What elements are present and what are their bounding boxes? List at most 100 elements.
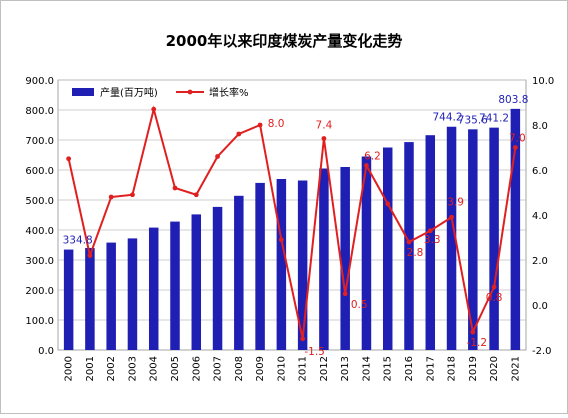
y-left-tick-label: 100.0 <box>25 316 54 327</box>
y-left-tick-label: 700.0 <box>25 136 54 147</box>
y-left-tick-label: 200.0 <box>25 286 54 297</box>
growth-point-2008 <box>236 131 242 137</box>
bar-2006 <box>191 214 202 350</box>
y-right-tick-label: 0.0 <box>532 301 548 312</box>
bar-2021 <box>510 108 521 350</box>
bar-value-label: 741.2 <box>479 113 509 125</box>
y-left-tick-label: 300.0 <box>25 256 54 267</box>
axes: 0.0 100.0 200.0 300.0 400.0 500.0 600.0 700.0 80… <box>25 76 554 381</box>
x-tick-label: 2001 <box>85 356 96 381</box>
x-tick-label: 2012 <box>319 356 330 381</box>
growth-value-label: 0.8 <box>486 292 503 304</box>
growth-point-2016 <box>406 239 412 245</box>
x-tick-label: 2005 <box>170 356 181 381</box>
x-tick-label: 2020 <box>489 356 500 381</box>
bar-series <box>63 108 521 351</box>
x-tick-label: 2014 <box>361 356 372 381</box>
bar-2012 <box>319 168 329 350</box>
x-tick-label: 2013 <box>340 356 351 381</box>
growth-value-label: 3.3 <box>424 234 441 246</box>
y-left-tick-label: 800.0 <box>25 106 54 117</box>
growth-point-2013 <box>342 291 348 297</box>
growth-value-label: 2.8 <box>407 247 424 259</box>
growth-value-label: 6.2 <box>364 151 381 163</box>
bar-2004 <box>148 227 159 350</box>
growth-point-2004 <box>151 106 157 112</box>
growth-point-2020 <box>491 284 497 290</box>
legend: 产量(百万吨) 增长率% <box>72 86 249 99</box>
bar-2016 <box>404 142 414 350</box>
x-tick-label: 2019 <box>468 356 479 381</box>
legend-label-output: 产量(百万吨) <box>100 86 158 99</box>
growth-point-2005 <box>172 185 178 191</box>
x-tick-label: 2000 <box>64 356 75 381</box>
bar-2015 <box>382 147 393 350</box>
x-tick-label: 2007 <box>213 356 224 381</box>
growth-value-label: 0.5 <box>351 299 368 311</box>
bar-2008 <box>234 195 244 350</box>
x-tick-label: 2018 <box>447 356 458 381</box>
bar-value-label: 803.8 <box>498 94 528 106</box>
growth-point-2002 <box>108 194 114 200</box>
bar-2011 <box>297 180 308 350</box>
y-right-tick-label: 4.0 <box>532 211 548 222</box>
x-tick-label: 2011 <box>298 356 309 381</box>
y-right-tick-label: 8.0 <box>532 121 548 132</box>
bar-2018 <box>446 126 457 351</box>
bar-2019 <box>468 129 478 350</box>
growth-point-2007 <box>215 154 220 159</box>
x-tick-label: 2021 <box>510 356 521 381</box>
x-tick-label: 2006 <box>191 356 202 381</box>
growth-value-label: 7.0 <box>509 133 526 145</box>
y-left-tick-label: 900.0 <box>25 76 54 87</box>
x-tick-label: 2015 <box>383 356 394 381</box>
growth-point-2014 <box>364 163 369 168</box>
chart-title: 2000年以来印度煤炭产量变化走势 <box>166 32 403 50</box>
x-tick-label: 2010 <box>276 356 287 381</box>
bar-2000 <box>63 249 74 350</box>
bar-2003 <box>127 238 138 350</box>
growth-point-2001 <box>87 253 93 258</box>
x-tick-label: 2008 <box>234 356 245 381</box>
growth-value-label: 3.9 <box>447 196 464 208</box>
bar-2002 <box>106 242 116 350</box>
bar-value-label: 735.6 <box>458 114 488 126</box>
growth-point-2018 <box>449 214 454 220</box>
growth-point-2021 <box>512 145 518 150</box>
bar-2010 <box>276 179 287 350</box>
x-tick-label: 2017 <box>425 356 436 381</box>
bar-value-label: 744.2 <box>433 112 463 124</box>
growth-point-2015 <box>385 201 391 207</box>
growth-value-label: 8.0 <box>268 118 285 130</box>
x-tick-label: 2009 <box>255 356 266 381</box>
bar-2020 <box>489 127 499 350</box>
bar-value-label: 334.8 <box>63 235 93 247</box>
y-left-tick-label: 400.0 <box>25 226 54 237</box>
x-tick-label: 2002 <box>106 356 117 381</box>
x-tick-label: 2004 <box>149 356 160 381</box>
growth-point-2009 <box>257 122 263 128</box>
growth-value-label: 7.4 <box>316 120 333 132</box>
legend-swatch-output <box>72 88 94 96</box>
x-tick-label: 2003 <box>127 356 138 381</box>
y-right-tick-label: 10.0 <box>532 76 554 87</box>
y-right-tick-label: 6.0 <box>532 166 548 177</box>
y-left-tick-label: 600.0 <box>25 166 54 177</box>
y-right-tick-label: -2.0 <box>532 346 552 357</box>
legend-label-growth: 增长率% <box>209 86 249 99</box>
bar-2014 <box>361 156 372 350</box>
bar-2017 <box>425 135 436 350</box>
bar-2007 <box>212 206 223 350</box>
growth-point-2000 <box>66 156 72 162</box>
growth-value-label: -1.2 <box>467 337 488 349</box>
growth-line <box>67 105 517 339</box>
growth-point-2012 <box>321 136 327 141</box>
growth-point-2003 <box>130 192 135 198</box>
x-tick-label: 2016 <box>404 356 415 381</box>
growth-point-2019 <box>470 329 476 335</box>
bar-2009 <box>255 182 265 350</box>
growth-point-2006 <box>193 192 199 198</box>
